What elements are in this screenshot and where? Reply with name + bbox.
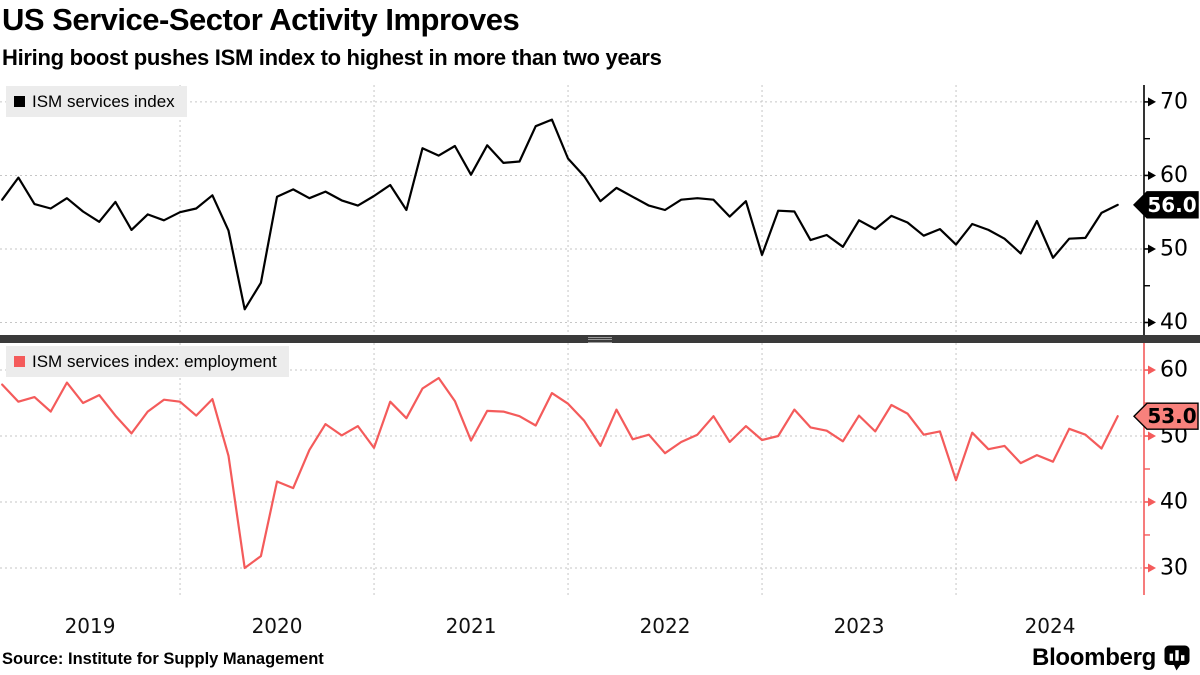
last-value-badge (1133, 402, 1199, 430)
y-tick-label: 50 (1160, 236, 1188, 261)
legend-ism-services-index[interactable]: ISM services index (6, 86, 187, 117)
tick-arrow-icon (1148, 563, 1156, 573)
panel-resize-handle-icon[interactable] (588, 337, 612, 343)
x-axis-year-label: 2024 (1024, 614, 1076, 638)
bloomberg-terminal-icon (1164, 645, 1190, 671)
y-tick-label: 60 (1160, 358, 1188, 383)
y-tick-label: 60 (1160, 163, 1188, 188)
tick-arrow-icon (1148, 365, 1156, 375)
last-value-label: 56.0 (1147, 193, 1196, 217)
y-tick-label: 40 (1160, 489, 1188, 514)
bloomberg-wordmark: Bloomberg (1032, 644, 1156, 671)
x-axis-year-label: 2021 (445, 614, 497, 638)
x-axis-year-label: 2023 (833, 614, 885, 638)
bloomberg-logo: Bloomberg (1032, 644, 1190, 672)
series-swatch-icon (14, 356, 25, 367)
source-note: Source: Institute for Supply Management (2, 650, 324, 668)
legend-label: ISM services index: employment (32, 351, 277, 371)
tick-arrow-icon (1148, 97, 1156, 107)
tick-arrow-icon (1148, 431, 1156, 441)
page-title: US Service-Sector Activity Improves (2, 2, 520, 37)
y-tick-label: 70 (1160, 89, 1188, 114)
x-axis-year-label: 2020 (251, 614, 303, 638)
y-tick-label: 30 (1160, 555, 1188, 580)
x-axis-year-label: 2022 (639, 614, 691, 638)
last-value-label: 53.0 (1147, 404, 1196, 428)
tick-arrow-icon (1148, 497, 1156, 507)
last-value-badge (1133, 191, 1199, 219)
tick-arrow-icon (1148, 244, 1156, 254)
tick-arrow-icon (1148, 318, 1156, 327)
ism-services-index-chart: 40 50 60 70 56.0 (0, 85, 1199, 335)
series-line (1, 376, 1119, 570)
series-swatch-icon (14, 96, 25, 107)
y-tick-label: 40 (1160, 310, 1188, 335)
legend-label: ISM services index (32, 91, 175, 111)
series-line (1, 118, 1119, 311)
legend-ism-services-employment[interactable]: ISM services index: employment (6, 346, 289, 377)
x-axis-year-labels: 2019 2020 2021 2022 2023 2024 (0, 614, 1200, 640)
page-subtitle: Hiring boost pushes ISM index to highest… (2, 45, 662, 70)
x-axis-year-label: 2019 (64, 614, 116, 638)
tick-arrow-icon (1148, 170, 1156, 180)
